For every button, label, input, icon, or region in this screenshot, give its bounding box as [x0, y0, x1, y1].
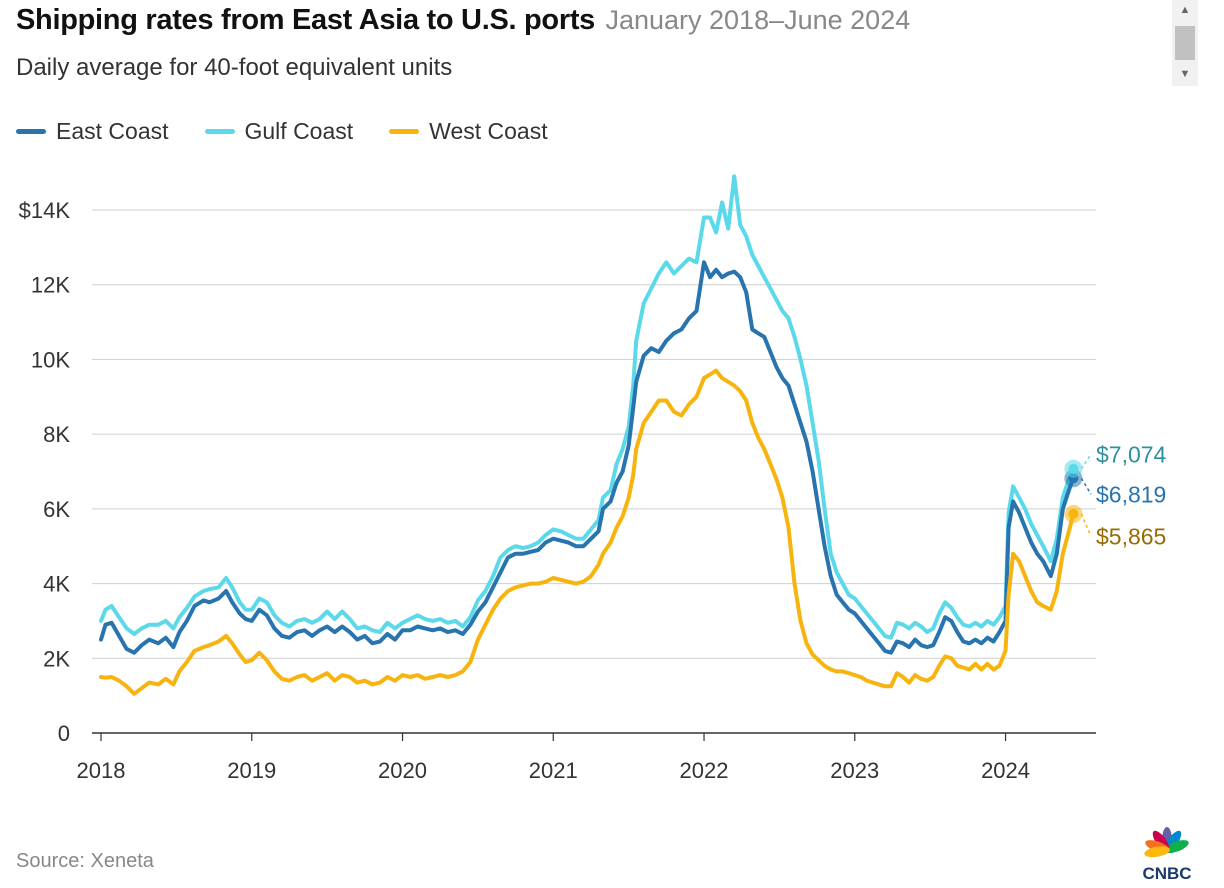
x-tick-label-2020: 2020 — [378, 758, 427, 783]
y-tick-label-12000: 12K — [31, 273, 70, 298]
y-tick-label-0: 0 — [58, 721, 70, 746]
end-leader-west-coast — [1080, 513, 1092, 537]
y-tick-label-8000: 8K — [43, 422, 70, 447]
scroll-up-icon[interactable]: ▲ — [1179, 4, 1191, 16]
end-leader-gulf-coast — [1080, 453, 1092, 470]
series-line-gulf-coast — [99, 174, 1076, 640]
series-lines — [99, 174, 1076, 696]
legend-label-east-coast: East Coast — [56, 118, 169, 144]
peacock-icon — [1144, 827, 1189, 858]
legend-item-gulf-coast: Gulf Coast — [204, 118, 354, 145]
legend-label-west-coast: West Coast — [429, 118, 548, 144]
legend-swatch-east-coast — [16, 129, 46, 134]
vertical-scrollbar[interactable]: ▲ ▼ — [1172, 0, 1198, 86]
y-tick-label-2000: 2K — [43, 646, 70, 671]
x-tick-label-2018: 2018 — [77, 758, 126, 783]
x-tick-label-2021: 2021 — [529, 758, 578, 783]
x-tick-label-2024: 2024 — [981, 758, 1030, 783]
end-marker-gulf-coast — [1068, 463, 1079, 474]
scrollbar-thumb[interactable] — [1175, 26, 1195, 60]
end-label-gulf-coast: $7,074 — [1096, 441, 1167, 467]
legend-item-west-coast: West Coast — [389, 118, 548, 145]
end-leader-east-coast — [1080, 477, 1092, 495]
end-label-east-coast: $6,819 — [1096, 481, 1166, 507]
legend-swatch-west-coast — [389, 129, 420, 134]
y-tick-label-10000: 10K — [31, 347, 70, 372]
series-line-west-coast — [99, 368, 1076, 696]
end-marker-west-coast — [1068, 508, 1079, 519]
scroll-down-icon[interactable]: ▼ — [1179, 68, 1191, 80]
legend: East Coast Gulf Coast West Coast — [16, 118, 584, 145]
chart-title: Shipping rates from East Asia to U.S. po… — [16, 4, 596, 36]
end-label-west-coast: $5,865 — [1096, 523, 1166, 549]
legend-label-gulf-coast: Gulf Coast — [244, 118, 354, 144]
y-tick-label-4000: 4K — [43, 572, 70, 597]
cnbc-logo: CNBC — [1142, 827, 1192, 882]
date-range: January 2018–June 2024 — [605, 5, 911, 35]
y-tick-label-6000: 6K — [43, 497, 70, 522]
x-tick-label-2023: 2023 — [830, 758, 879, 783]
legend-swatch-gulf-coast — [204, 129, 235, 134]
end-markers: $6,819 $7,074 $5,865 — [1064, 441, 1167, 549]
x-tick-label-2019: 2019 — [227, 758, 276, 783]
y-tick-label-14000: $14K — [19, 198, 71, 223]
chart-subtitle: Daily average for 40-foot equivalent uni… — [16, 54, 453, 81]
axes: 0 2K 4K 6K 8K 10K 12K $14K 2018 2019 2020 2021 2022 2… — [19, 198, 1030, 783]
x-tick-label-2022: 2022 — [680, 758, 729, 783]
title-row: Shipping rates from East Asia to U.S. po… — [16, 4, 910, 37]
gridlines — [92, 209, 1096, 734]
source-note: Source: Xeneta — [16, 850, 154, 872]
series-line-east-coast — [99, 260, 1076, 655]
logo-text: CNBC — [1142, 864, 1191, 882]
legend-item-east-coast: East Coast — [16, 118, 169, 145]
